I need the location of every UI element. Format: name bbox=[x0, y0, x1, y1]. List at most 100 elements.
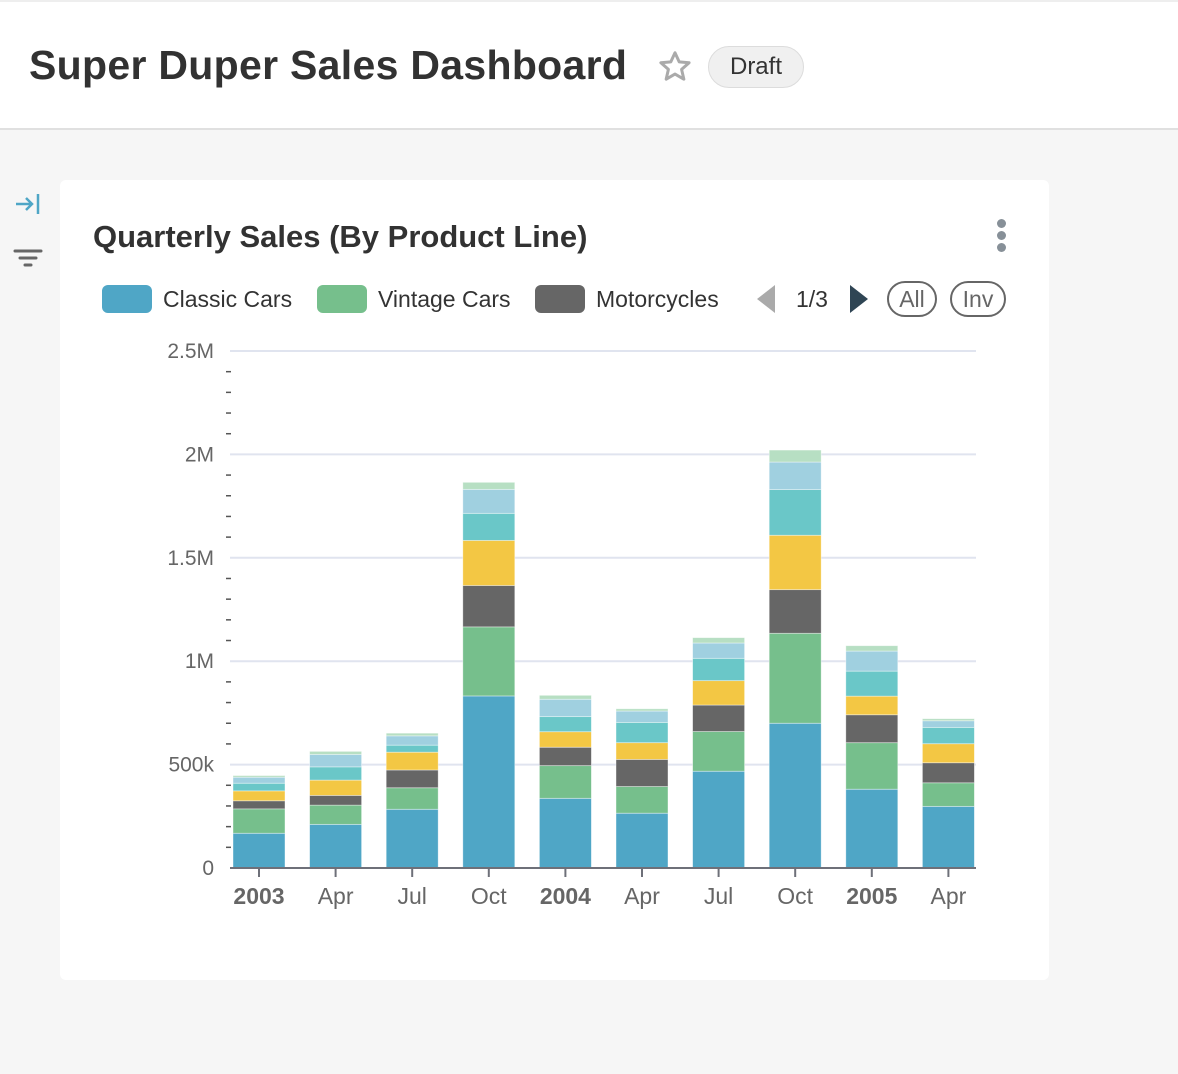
bar-segment bbox=[615, 742, 669, 760]
bar-segment bbox=[462, 481, 516, 490]
bar-segment bbox=[615, 759, 669, 787]
legend-item-classic-cars[interactable]: Classic Cars bbox=[102, 284, 292, 314]
bar-segment bbox=[539, 694, 592, 700]
bar-segment bbox=[539, 797, 592, 869]
chart-title: Quarterly Sales (By Product Line) bbox=[93, 219, 588, 254]
legend-prev-icon[interactable] bbox=[755, 283, 777, 315]
bar-segment bbox=[768, 722, 822, 869]
bar-segment bbox=[309, 754, 363, 768]
bar-segment bbox=[845, 742, 899, 790]
bar-segment bbox=[462, 585, 516, 628]
bar-segment bbox=[232, 800, 286, 810]
x-tick-label: Jul bbox=[704, 883, 733, 909]
legend-swatch bbox=[317, 285, 367, 313]
bar-segment bbox=[232, 808, 286, 834]
legend-label: Classic Cars bbox=[163, 285, 293, 312]
bar-segment bbox=[768, 461, 822, 490]
x-tick-label: 2003 bbox=[233, 883, 284, 909]
bar-segment bbox=[539, 746, 592, 767]
bar-segment bbox=[615, 722, 669, 744]
bar-segment bbox=[922, 762, 975, 784]
bar-segment bbox=[768, 489, 822, 536]
bar-segment bbox=[922, 720, 975, 728]
bar-segment bbox=[539, 765, 592, 799]
legend-swatch bbox=[102, 285, 152, 313]
bar-segment bbox=[385, 769, 439, 789]
bar-segment bbox=[922, 726, 975, 745]
y-tick-label: 2.5M bbox=[167, 340, 214, 363]
y-tick-label: 500k bbox=[168, 754, 214, 777]
bar-segment bbox=[845, 695, 899, 716]
x-tick-label: Oct bbox=[777, 883, 813, 909]
legend-next-icon[interactable] bbox=[848, 283, 870, 315]
bar-segment bbox=[845, 670, 899, 697]
bar-segment bbox=[385, 751, 439, 771]
legend-swatch bbox=[535, 285, 585, 313]
bar-segment bbox=[385, 735, 439, 746]
bar-segment bbox=[309, 779, 363, 796]
bar-segment bbox=[232, 775, 286, 778]
x-tick-label: 2004 bbox=[540, 883, 591, 909]
bar-segment bbox=[922, 718, 975, 722]
bar-segment bbox=[692, 680, 745, 706]
legend-all-button[interactable]: All bbox=[887, 281, 937, 317]
legend-label: Motorcycles bbox=[596, 285, 719, 312]
bar-segment bbox=[615, 812, 669, 869]
bar-segment bbox=[385, 808, 439, 869]
legend-page: 1/3 bbox=[796, 286, 828, 312]
bar-segment bbox=[615, 710, 669, 723]
x-tick-label: Apr bbox=[931, 883, 967, 909]
bar-segment bbox=[462, 488, 516, 514]
expand-panel-icon[interactable] bbox=[14, 190, 42, 218]
bar-segment bbox=[462, 695, 516, 869]
bar-segment bbox=[462, 540, 516, 586]
bar-segment bbox=[922, 782, 975, 807]
filter-icon[interactable] bbox=[13, 246, 43, 276]
bar-segment bbox=[385, 744, 439, 753]
y-tick-label: 1M bbox=[185, 650, 214, 673]
bar-segment bbox=[232, 832, 286, 869]
bar-segment bbox=[768, 632, 822, 724]
bar-segment bbox=[845, 714, 899, 744]
bar-segment bbox=[539, 716, 592, 733]
legend-label: Vintage Cars bbox=[378, 285, 511, 312]
bar-segment bbox=[692, 657, 745, 682]
legend-inverse-button[interactable]: Inv bbox=[950, 281, 1006, 317]
legend-item-vintage-cars[interactable]: Vintage Cars bbox=[317, 284, 511, 314]
bar-segment bbox=[845, 650, 899, 672]
bar-segment bbox=[692, 731, 745, 772]
bar-segment bbox=[922, 805, 975, 869]
bar-segment bbox=[692, 770, 745, 869]
bar-segment bbox=[692, 704, 745, 732]
bar-segment bbox=[845, 788, 899, 869]
bar-segment bbox=[615, 786, 669, 814]
bar-segment bbox=[462, 626, 516, 697]
x-tick-label: Oct bbox=[471, 883, 507, 909]
bar-segment bbox=[232, 776, 286, 784]
y-tick-label: 1.5M bbox=[167, 547, 214, 570]
bar-segment bbox=[539, 698, 592, 718]
legend-item-motorcycles[interactable]: Motorcycles bbox=[535, 284, 719, 314]
bar-segment bbox=[309, 766, 363, 781]
bar-segment bbox=[232, 790, 286, 802]
x-tick-label: Apr bbox=[624, 883, 660, 909]
bar-segment bbox=[232, 782, 286, 792]
bar-segment bbox=[309, 750, 363, 755]
status-badge: Draft bbox=[708, 46, 804, 88]
bar-segment bbox=[768, 534, 822, 591]
bar-segment bbox=[768, 589, 822, 634]
kebab-menu-icon[interactable] bbox=[994, 219, 1008, 255]
bar-segment bbox=[309, 823, 363, 869]
x-tick-label: Jul bbox=[397, 883, 426, 909]
bar-segment bbox=[615, 708, 669, 712]
bar-segment bbox=[692, 642, 745, 659]
bar-segment bbox=[845, 645, 899, 652]
bar-segment bbox=[385, 732, 439, 737]
bar-segment bbox=[539, 731, 592, 748]
bar-segment bbox=[309, 795, 363, 806]
star-icon[interactable] bbox=[657, 49, 693, 85]
x-tick-label: 2005 bbox=[846, 883, 897, 909]
x-tick-label: Apr bbox=[318, 883, 354, 909]
bar-segment bbox=[385, 787, 439, 810]
